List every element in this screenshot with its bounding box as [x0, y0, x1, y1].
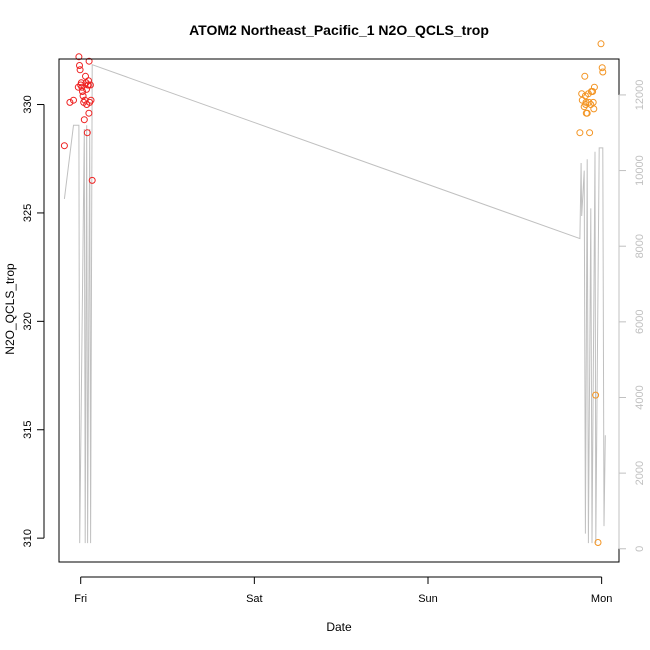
data-point: [590, 83, 598, 91]
y2-tick-label: 8000: [634, 234, 646, 258]
data-point: [578, 90, 586, 98]
data-point: [84, 81, 92, 89]
data-point: [77, 79, 85, 87]
y2-tick-label: 2000: [634, 461, 646, 485]
data-point: [585, 98, 593, 106]
x-tick-label: Fri: [74, 593, 87, 605]
data-point: [88, 176, 96, 184]
y2-tick-label: 0: [634, 546, 646, 552]
y-tick-label: 325: [22, 204, 34, 222]
y-tick-label: 315: [22, 421, 34, 439]
data-point: [82, 72, 89, 80]
chart-title: ATOM2 Northeast_Pacific_1 N2O_QCLS_trop: [189, 22, 489, 38]
data-point: [586, 129, 594, 137]
data-point: [86, 81, 94, 89]
data-point: [85, 109, 93, 117]
data-point: [576, 129, 584, 137]
data-point: [85, 77, 92, 85]
y-tick-label: 330: [22, 95, 34, 113]
x-tick-label: Sat: [246, 593, 263, 605]
y-tick-label: 320: [22, 312, 34, 330]
y-tick-label: 310: [22, 529, 34, 547]
data-point: [594, 539, 602, 546]
data-point: [599, 68, 607, 76]
data-point: [589, 88, 597, 95]
data-point: [87, 96, 95, 104]
data-point: [583, 109, 591, 117]
data-point: [83, 85, 90, 93]
y2-axis: 0 2000 4000 6000 8000 10000 12000: [618, 80, 646, 552]
data-point: [581, 72, 589, 80]
data-point: [85, 57, 93, 65]
data-point: [598, 64, 606, 72]
data-point: [70, 96, 77, 104]
data-point: [597, 40, 605, 48]
data-point: [589, 98, 597, 106]
plot-frame: [58, 58, 620, 563]
y2-tick-label: 6000: [634, 310, 646, 334]
data-point: [590, 105, 598, 113]
altitude-line: [63, 63, 606, 544]
data-point: [592, 391, 600, 399]
data-point: [79, 92, 87, 100]
data-point: [66, 98, 74, 106]
x-axis: Fri Sat Sun Mon: [74, 576, 612, 605]
x-tick-label: Sun: [418, 593, 438, 605]
y2-tick-label: 4000: [634, 385, 646, 409]
y-axis-label: N2O_QCLS_trop: [3, 263, 17, 355]
data-point: [76, 66, 84, 74]
y2-tick-label: 12000: [634, 80, 646, 111]
altitude-line-layer: [63, 63, 606, 544]
data-point: [80, 116, 88, 124]
data-point: [79, 88, 86, 95]
y2-tick-label: 10000: [634, 155, 646, 186]
y-axis: 310 315 320 325 330: [22, 95, 45, 547]
x-axis-label: Date: [326, 620, 352, 634]
points-layer: [60, 40, 607, 546]
data-point: [60, 142, 68, 150]
data-point: [76, 62, 83, 69]
data-point: [75, 53, 83, 61]
data-point: [83, 129, 91, 137]
x-tick-label: Mon: [591, 593, 612, 605]
